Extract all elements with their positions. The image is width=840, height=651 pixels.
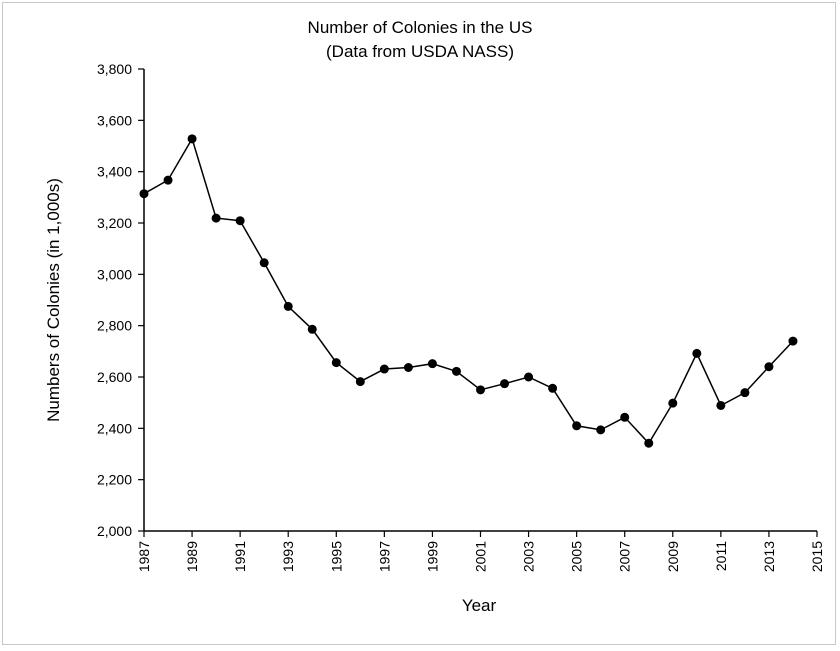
x-tick-label: 1989 xyxy=(184,541,200,572)
y-tick-label: 2,400 xyxy=(97,420,132,436)
data-point xyxy=(692,348,702,358)
x-tick-label: 1987 xyxy=(136,541,152,572)
data-point xyxy=(355,377,365,387)
y-tick-label: 2,200 xyxy=(97,472,132,488)
y-tick-label: 2,600 xyxy=(97,369,132,385)
x-tick-label: 1997 xyxy=(376,541,392,572)
data-point xyxy=(187,134,197,144)
x-tick-label: 1995 xyxy=(328,541,344,572)
chart-subtitle: (Data from USDA NASS) xyxy=(326,42,514,61)
data-point xyxy=(139,189,149,199)
y-tick-label: 2,800 xyxy=(97,318,132,334)
x-tick-label: 2015 xyxy=(809,541,825,572)
data-point xyxy=(524,372,534,382)
data-point xyxy=(427,359,437,369)
series-layer xyxy=(139,134,798,448)
data-point xyxy=(644,438,654,448)
data-point xyxy=(764,362,774,372)
data-point xyxy=(163,175,173,185)
x-axis-label: Year xyxy=(462,596,497,615)
x-tick-label: 2009 xyxy=(665,541,681,572)
data-point xyxy=(668,398,678,408)
line-chart: Number of Colonies in the US (Data from … xyxy=(44,18,825,615)
data-point xyxy=(379,364,389,374)
x-tick-label: 2013 xyxy=(761,541,777,572)
x-tick-label: 1993 xyxy=(280,541,296,572)
y-axis-label: Numbers of Colonies (in 1,000s) xyxy=(44,178,63,422)
y-tick-label: 2,000 xyxy=(97,523,132,539)
y-tick-label: 3,400 xyxy=(97,164,132,180)
data-point xyxy=(235,216,245,226)
data-point xyxy=(307,324,317,334)
x-tick-label: 2001 xyxy=(473,541,489,572)
data-point xyxy=(548,383,558,393)
x-tick-label: 1999 xyxy=(424,541,440,572)
y-tick-label: 3,200 xyxy=(97,215,132,231)
data-point xyxy=(788,336,798,346)
data-point xyxy=(403,363,413,373)
y-tick-label: 3,000 xyxy=(97,266,132,282)
data-point xyxy=(259,258,269,268)
x-axis-ticks: 1987 1989 1991 1993 1995 1997 1999 2001 2003 2005… xyxy=(136,531,825,572)
x-tick-label: 2007 xyxy=(617,541,633,572)
data-point xyxy=(500,379,510,389)
y-tick-label: 3,800 xyxy=(97,61,132,77)
data-point xyxy=(572,421,582,431)
data-point xyxy=(596,425,606,435)
data-point xyxy=(716,400,726,410)
data-point xyxy=(451,366,461,376)
data-point xyxy=(283,301,293,311)
x-tick-label: 1991 xyxy=(232,541,248,572)
x-tick-label: 2005 xyxy=(569,541,585,572)
x-tick-label: 2003 xyxy=(521,541,537,572)
data-point xyxy=(740,388,750,398)
y-axis-ticks: 2,000 2,200 2,400 2,600 2,800 3,000 3,200 3,400… xyxy=(97,61,144,539)
chart-title: Number of Colonies in the US xyxy=(308,18,533,37)
data-point xyxy=(620,412,630,422)
x-tick-label: 2011 xyxy=(713,541,729,571)
data-point xyxy=(211,213,221,223)
series-line xyxy=(143,136,794,445)
data-point xyxy=(331,358,341,368)
y-tick-label: 3,600 xyxy=(97,112,132,128)
data-point xyxy=(476,385,485,395)
